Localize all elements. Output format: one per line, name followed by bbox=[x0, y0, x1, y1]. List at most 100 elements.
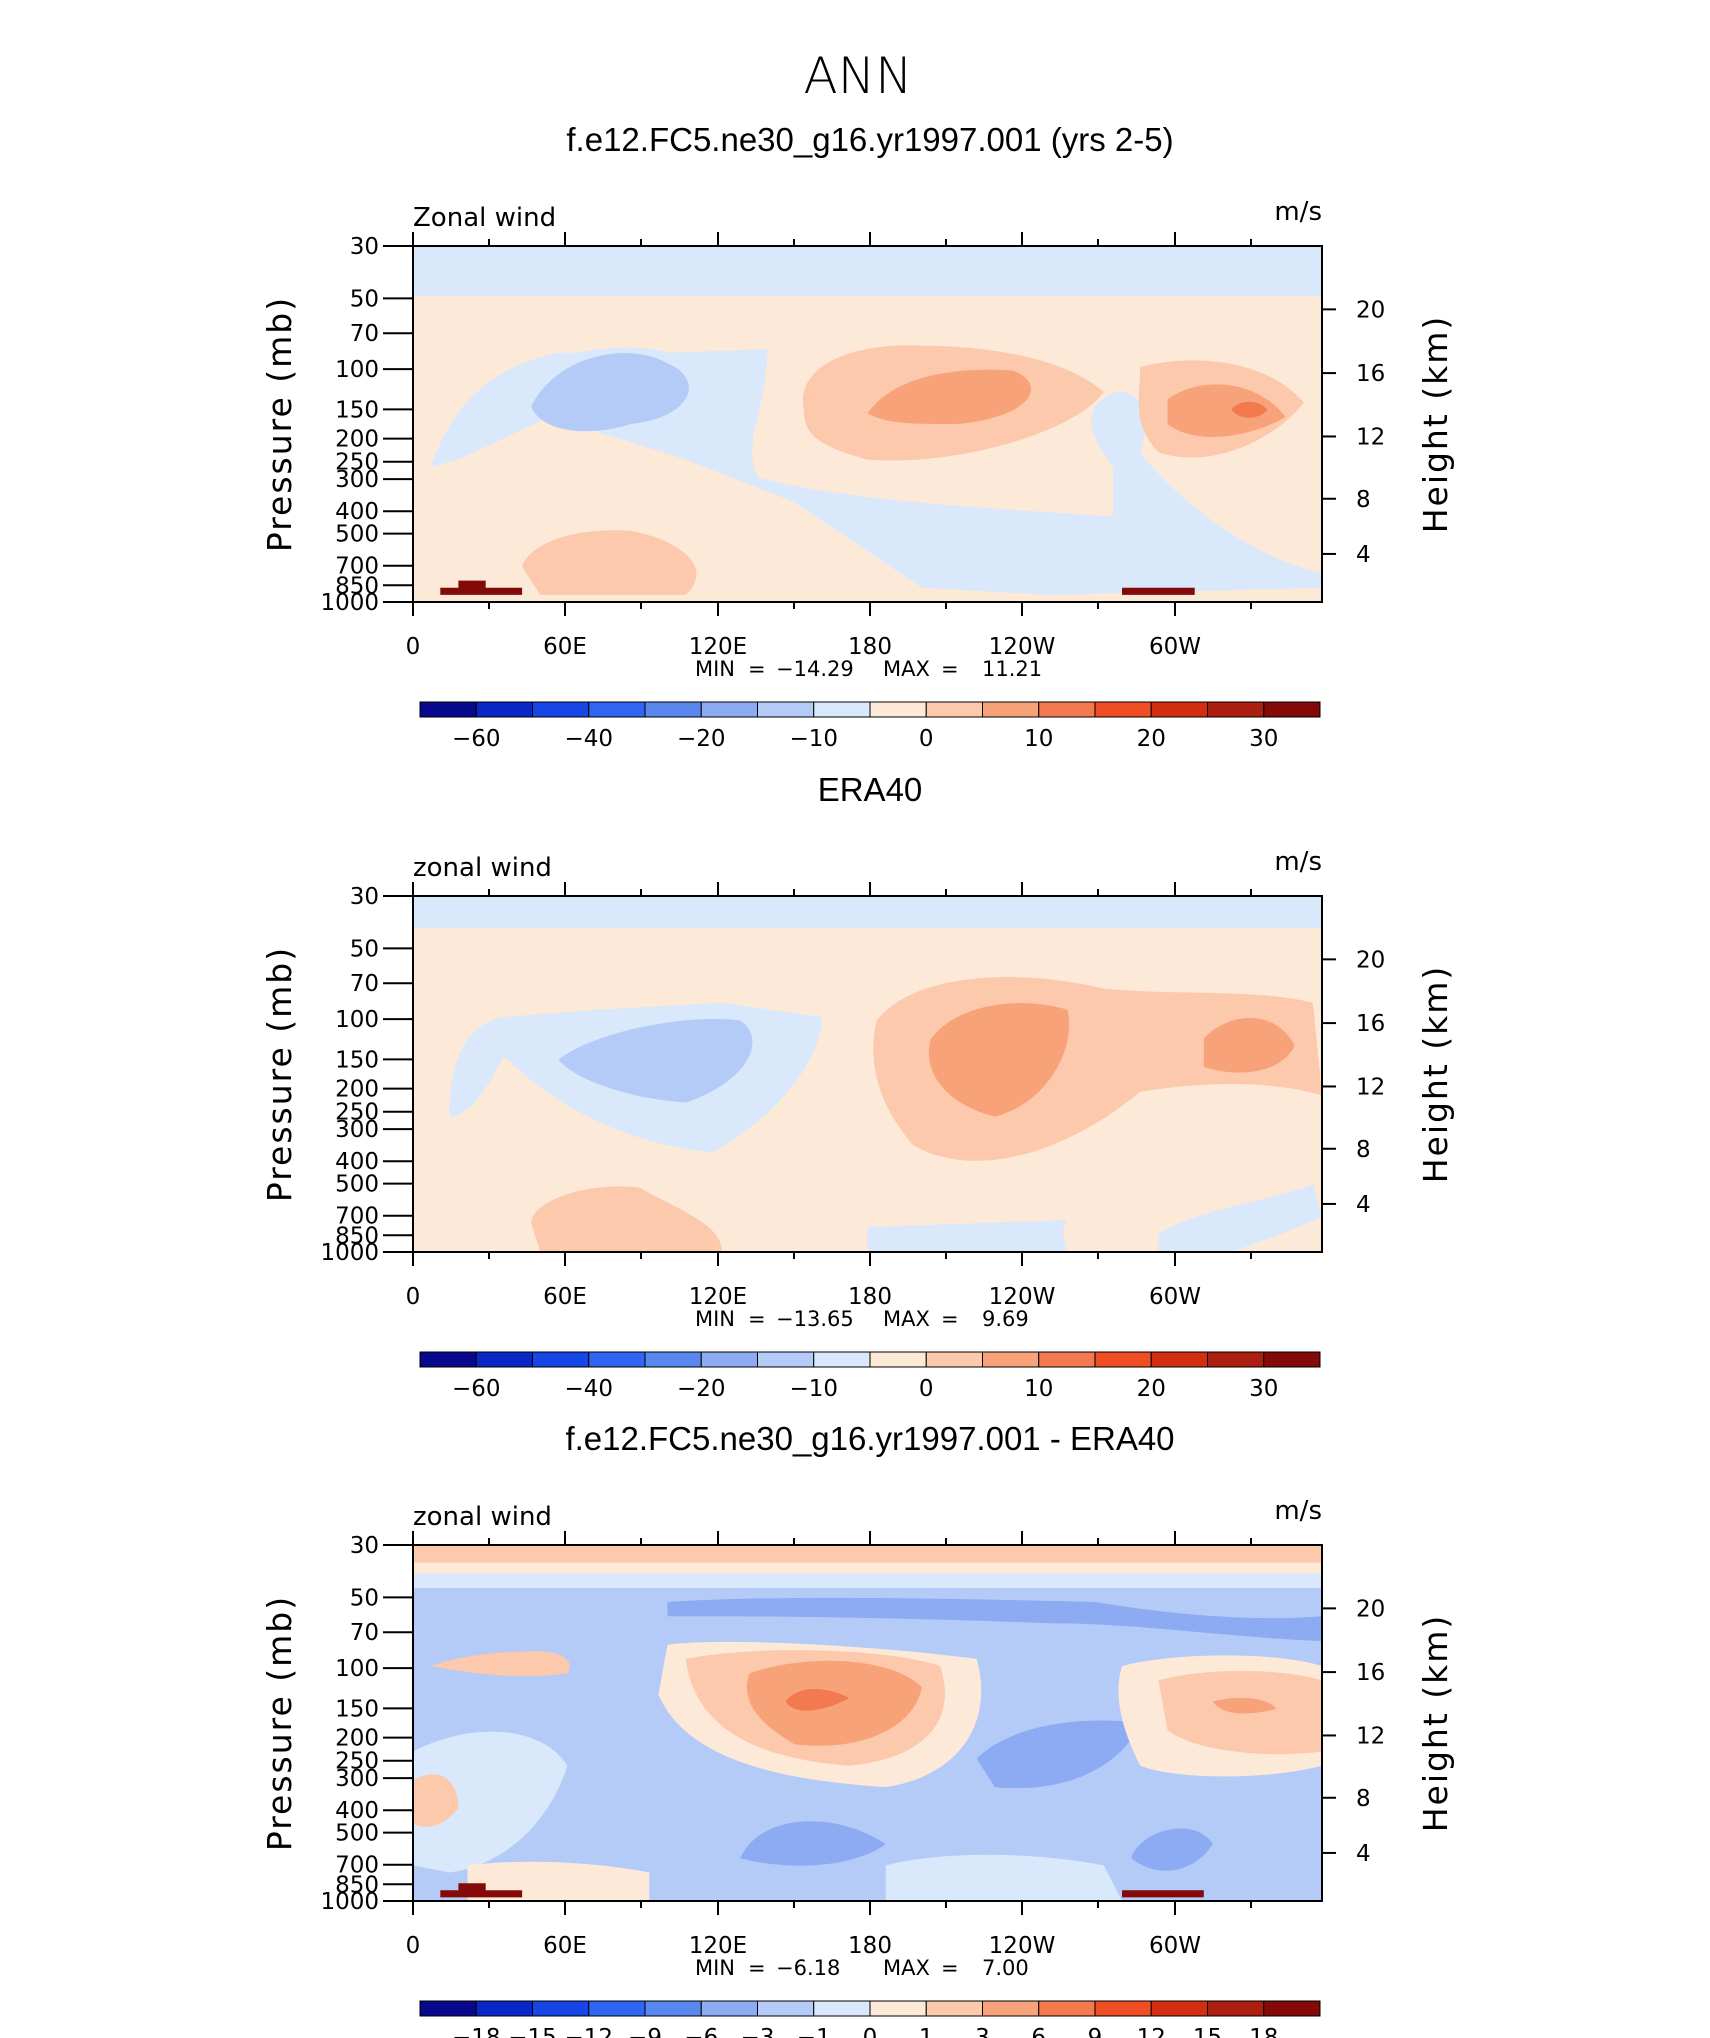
contour-region bbox=[413, 1774, 459, 1827]
lon-tick-label: 180 bbox=[848, 634, 892, 660]
height-tick-label: 4 bbox=[1356, 1192, 1371, 1218]
colorbar: −60 −40 −20 −10 0 10 20 30 bbox=[419, 1351, 1321, 1402]
min-value: −6.18 bbox=[776, 1956, 840, 1980]
pressure-tick-label: 30 bbox=[350, 234, 379, 260]
colorbar-swatch bbox=[925, 701, 983, 718]
lon-tick-label: 120E bbox=[689, 1933, 747, 1959]
pressure-tick-label: 200 bbox=[335, 427, 379, 453]
contour-region bbox=[413, 1545, 1322, 1563]
contour-region bbox=[413, 246, 1322, 296]
contour-field bbox=[413, 246, 1322, 602]
y-axis-label: Pressure (mb) bbox=[260, 946, 299, 1202]
lon-tick-label: 60E bbox=[543, 1284, 587, 1310]
colorbar-swatch bbox=[757, 1351, 815, 1368]
colorbar-tick-label: 10 bbox=[1024, 1376, 1053, 1402]
contour-region bbox=[413, 896, 1322, 928]
min-value: −14.29 bbox=[776, 657, 854, 681]
chart-panel-3: f.e12.FC5.ne30_g16.yr1997.001 - ERA40 zon… bbox=[260, 1420, 1455, 2038]
contour-region bbox=[431, 1651, 570, 1677]
pressure-tick-label: 500 bbox=[335, 1172, 379, 1198]
contour-region bbox=[740, 1821, 886, 1866]
height-tick-label: 8 bbox=[1356, 487, 1371, 513]
pressure-tick-label: 150 bbox=[335, 1047, 379, 1073]
contour-region bbox=[1167, 384, 1286, 437]
contour-region bbox=[522, 530, 697, 595]
height-tick-label: 4 bbox=[1356, 1841, 1371, 1867]
colorbar: −60 −40 −20 −10 0 10 20 30 bbox=[419, 701, 1321, 752]
lon-tick-label: 0 bbox=[406, 1284, 421, 1310]
colorbar-tick-label: 0 bbox=[919, 1376, 934, 1402]
colorbar-tick-label: −18 bbox=[452, 2025, 501, 2038]
colorbar-swatch bbox=[813, 701, 871, 718]
colorbar-swatch bbox=[869, 2000, 927, 2017]
min-value: −13.65 bbox=[776, 1307, 854, 1331]
min-max-readout: MIN = −14.29 MAX = 11.21 bbox=[695, 657, 1042, 681]
pressure-tick-label: 300 bbox=[335, 1766, 379, 1792]
height-tick-label: 8 bbox=[1356, 1786, 1371, 1812]
colorbar-tick-label: −10 bbox=[789, 726, 838, 752]
y-axis-right-label: Height (km) bbox=[1416, 965, 1455, 1184]
contour-region bbox=[531, 353, 689, 432]
contour-region bbox=[440, 1883, 523, 1898]
variable-label: Zonal wind bbox=[413, 203, 556, 233]
colorbar-swatch bbox=[982, 701, 1040, 718]
contour-region bbox=[1212, 1697, 1277, 1714]
variable-label: zonal wind bbox=[413, 1502, 552, 1532]
lon-tick-label: 120W bbox=[989, 1933, 1056, 1959]
pressure-tick-label: 100 bbox=[335, 357, 379, 383]
colorbar-swatch bbox=[813, 1351, 871, 1368]
min-max-readout: MIN = −13.65 MAX = 9.69 bbox=[695, 1307, 1029, 1331]
pressure-tick-label: 250 bbox=[335, 1749, 379, 1775]
colorbar-tick-label: −40 bbox=[564, 726, 613, 752]
y-axis-label: Pressure (mb) bbox=[260, 1595, 299, 1851]
pressure-tick-label: 700 bbox=[335, 554, 379, 580]
colorbar-tick-label: −60 bbox=[452, 1376, 501, 1402]
pressure-tick-label: 50 bbox=[350, 1585, 379, 1611]
max-equals: = bbox=[941, 1307, 959, 1331]
colorbar-swatch bbox=[475, 701, 533, 718]
units-label: m/s bbox=[1274, 197, 1322, 227]
contour-region bbox=[1203, 1017, 1295, 1073]
contour-region bbox=[558, 1019, 753, 1103]
pressure-tick-label: 500 bbox=[335, 522, 379, 548]
colorbar-swatch bbox=[813, 2000, 871, 2017]
pressure-tick-label: 400 bbox=[335, 499, 379, 525]
colorbar-swatch bbox=[588, 2000, 646, 2017]
contour-field bbox=[413, 896, 1322, 1252]
colorbar-swatch bbox=[644, 701, 702, 718]
colorbar-swatch bbox=[757, 701, 815, 718]
min-equals: = bbox=[748, 1956, 766, 1980]
height-tick-label: 16 bbox=[1356, 1660, 1385, 1686]
min-label: MIN bbox=[695, 1307, 735, 1331]
contour-region bbox=[976, 1720, 1141, 1789]
height-tick-label: 4 bbox=[1356, 542, 1371, 568]
pressure-tick-label: 100 bbox=[335, 1656, 379, 1682]
panel-title: f.e12.FC5.ne30_g16.yr1997.001 - ERA40 bbox=[565, 1420, 1174, 1457]
plot-frame bbox=[412, 245, 1323, 603]
min-max-readout: MIN = −6.18 MAX = 7.00 bbox=[695, 1956, 1029, 1980]
contour-region bbox=[785, 1688, 850, 1711]
colorbar-swatch bbox=[1094, 701, 1152, 718]
contour-region bbox=[1231, 401, 1268, 418]
height-tick-label: 8 bbox=[1356, 1137, 1371, 1163]
pressure-tick-label: 1000 bbox=[320, 1240, 379, 1266]
contour-region bbox=[867, 1220, 1068, 1252]
variable-label: zonal wind bbox=[413, 853, 552, 883]
pressure-tick-label: 1000 bbox=[320, 1889, 379, 1915]
panel-title: f.e12.FC5.ne30_g16.yr1997.001 (yrs 2-5) bbox=[566, 121, 1173, 158]
pressure-tick-label: 100 bbox=[335, 1007, 379, 1033]
colorbar-swatch bbox=[925, 2000, 983, 2017]
colorbar-swatch bbox=[1207, 2000, 1265, 2017]
chart-panel-1: f.e12.FC5.ne30_g16.yr1997.001 (yrs 2-5) Z… bbox=[260, 121, 1455, 752]
colorbar-swatch bbox=[1263, 2000, 1321, 2017]
height-tick-label: 16 bbox=[1356, 1011, 1385, 1037]
max-equals: = bbox=[941, 657, 959, 681]
height-tick-label: 20 bbox=[1356, 1596, 1385, 1622]
colorbar-tick-label: −3 bbox=[741, 2025, 775, 2038]
colorbar-tick-label: 20 bbox=[1137, 726, 1166, 752]
pressure-tick-label: 30 bbox=[350, 884, 379, 910]
lon-tick-label: 60W bbox=[1149, 1284, 1201, 1310]
colorbar-swatch bbox=[1094, 2000, 1152, 2017]
colorbar-swatch bbox=[1263, 701, 1321, 718]
